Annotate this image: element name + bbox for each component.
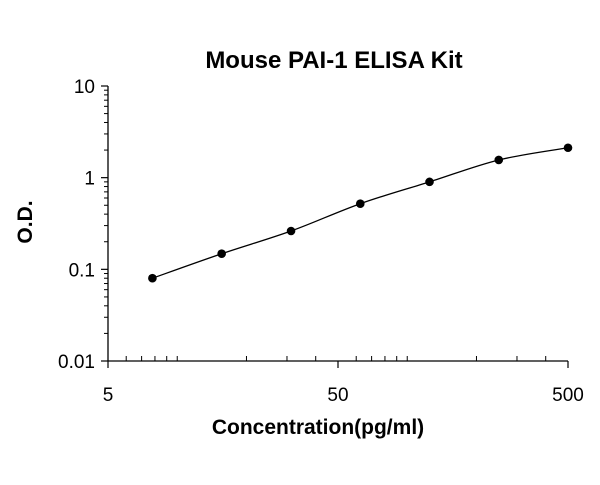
axes xyxy=(107,86,568,362)
x-axis-ticks: 5 50 500 xyxy=(103,356,584,406)
y-axis-ticks: 0.01 0.1 1 10 xyxy=(58,77,108,373)
data-point xyxy=(217,249,226,259)
y-tick-label: 10 xyxy=(74,77,95,98)
y-axis-title: O.D. xyxy=(14,200,37,243)
data-point xyxy=(286,226,296,236)
y-tick-label: 0.01 xyxy=(58,352,95,373)
y-tick-label: 1 xyxy=(84,169,95,190)
data-point xyxy=(425,177,434,187)
x-tick-label: 5 xyxy=(103,385,114,406)
data-point xyxy=(355,199,365,208)
chart-title: Mouse PAI-1 ELISA Kit xyxy=(205,47,462,74)
y-tick-label: 0.1 xyxy=(69,260,95,281)
x-tick-label: 500 xyxy=(552,385,584,406)
standard-curve-line xyxy=(152,147,569,279)
x-tick-label: 50 xyxy=(327,385,348,406)
data-point xyxy=(563,143,573,153)
data-series xyxy=(148,143,573,283)
data-point xyxy=(494,155,504,165)
data-point xyxy=(148,273,157,283)
x-axis-title: Concentration(pg/ml) xyxy=(212,416,424,439)
